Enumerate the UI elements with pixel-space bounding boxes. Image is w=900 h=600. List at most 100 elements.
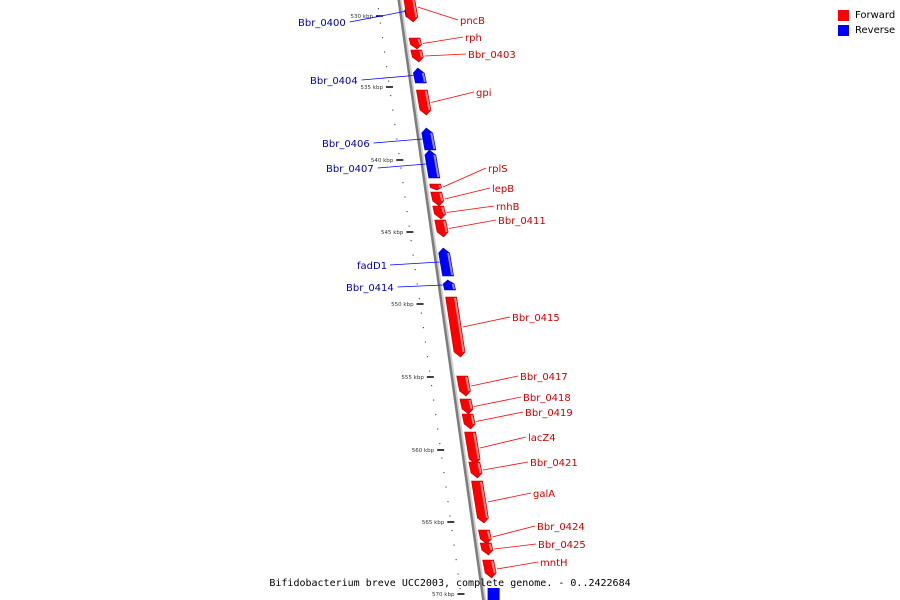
gene-block	[424, 149, 441, 179]
minor-tick	[441, 457, 443, 459]
minor-tick	[437, 428, 439, 430]
gene-block	[438, 247, 454, 277]
gene-Bbr_0411[interactable]: Bbr_0411	[434, 216, 546, 238]
minor-tick	[414, 269, 416, 271]
legend-reverse: Reverse	[838, 23, 895, 38]
gene-lepB[interactable]: lepB	[430, 184, 515, 207]
minor-tick	[412, 254, 414, 256]
gene-label: pncB	[460, 16, 485, 27]
minor-tick	[400, 167, 402, 169]
gene-label: gpi	[476, 88, 491, 99]
gene-block	[464, 431, 481, 465]
minor-tick	[447, 501, 449, 503]
gene-highlight	[486, 530, 491, 540]
partial-gene-bottom	[487, 588, 500, 600]
gene-label: Bbr_0414	[346, 283, 394, 294]
gene-mntH[interactable]: mntH	[482, 558, 568, 579]
gene-leader-line	[473, 396, 522, 407]
minor-tick	[408, 225, 410, 227]
minor-tick	[426, 356, 429, 358]
gene-label: Bbr_0419	[525, 408, 573, 419]
kbp-label: 545 kbp	[381, 230, 404, 236]
gene-Bbr_0419[interactable]: Bbr_0419	[461, 408, 573, 430]
gene-Bbr_0407[interactable]: Bbr_0407	[326, 149, 441, 179]
minor-tick	[439, 443, 441, 445]
legend-forward: Forward	[838, 8, 895, 23]
gene-Bbr_0418[interactable]: Bbr_0418	[459, 393, 571, 415]
gene-highlight	[439, 192, 444, 202]
gene-gpi[interactable]: gpi	[416, 88, 491, 116]
gene-leader-line	[482, 461, 529, 471]
minor-tick	[455, 559, 457, 561]
gene-leader-line	[471, 375, 519, 387]
gene-label: rnhB	[496, 202, 520, 213]
gene-leader-line	[444, 187, 491, 200]
gene-label: Bbr_0404	[310, 76, 358, 87]
gene-label: lepB	[492, 184, 514, 195]
gene-highlight	[465, 376, 471, 392]
gene-Bbr_0421[interactable]: Bbr_0421	[468, 458, 578, 479]
gene-label: Bbr_0403	[468, 50, 516, 61]
gene-highlight	[451, 283, 456, 290]
gene-label: lacZ4	[528, 433, 556, 444]
gene-Bbr_0417[interactable]: Bbr_0417	[456, 372, 568, 397]
legend-reverse-label: Reverse	[855, 25, 896, 36]
forward-swatch	[838, 10, 849, 21]
minor-tick	[445, 486, 447, 488]
gene-label: Bbr_0421	[530, 458, 578, 469]
kbp-label: 530 kbp	[351, 14, 374, 20]
gene-label: Bbr_0418	[523, 393, 571, 404]
backbone-line	[397, 0, 485, 600]
gene-leader-line	[422, 36, 464, 44]
gene-Bbr_0403[interactable]: Bbr_0403	[410, 49, 516, 63]
minor-tick	[388, 80, 390, 82]
gene-rph[interactable]: rph	[408, 33, 482, 50]
kbp-label: 565 kbp	[422, 520, 445, 526]
minor-tick	[392, 109, 394, 111]
reverse-swatch	[838, 25, 849, 36]
kbp-label: 570 kbp	[432, 592, 455, 598]
gene-leader-line	[442, 167, 487, 188]
gene-Bbr_0425[interactable]: Bbr_0425	[479, 540, 586, 556]
minor-tick	[404, 196, 406, 198]
gene-Bbr_0404[interactable]: Bbr_0404	[310, 67, 427, 87]
gene-leader-line	[431, 91, 475, 103]
minor-tick	[402, 182, 404, 184]
legend-forward-label: Forward	[855, 10, 896, 21]
gene-fadD1[interactable]: fadD1	[357, 247, 454, 277]
gene-leader-line	[349, 11, 405, 23]
gene-highlight	[491, 560, 496, 574]
minor-tick	[453, 544, 455, 546]
gene-lacZ4[interactable]: lacZ4	[464, 431, 556, 465]
gene-leader-line	[479, 436, 527, 449]
gene-Bbr_0424[interactable]: Bbr_0424	[478, 522, 585, 545]
gene-highlight	[447, 252, 454, 276]
gene-highlight	[421, 72, 426, 83]
gene-rplS[interactable]: rplS	[429, 164, 508, 191]
minor-tick	[410, 240, 412, 242]
minor-tick	[457, 573, 459, 575]
minor-tick	[396, 138, 398, 140]
kbp-label: 535 kbp	[361, 85, 384, 91]
gene-galA[interactable]: galA	[471, 480, 556, 524]
gene-Bbr_0414[interactable]: Bbr_0414	[346, 279, 456, 294]
minor-tick	[428, 370, 431, 372]
gene-label: rph	[465, 33, 482, 44]
gene-pncB[interactable]: pncB	[403, 0, 486, 27]
gene-highlight	[468, 399, 473, 410]
gene-highlight	[430, 132, 436, 150]
minor-tick	[443, 472, 445, 474]
gene-Bbr_0406[interactable]: Bbr_0406	[322, 127, 437, 151]
gene-leader-line	[494, 543, 537, 550]
gene-highlight	[480, 481, 488, 519]
gene-highlight	[424, 90, 431, 111]
gene-label: Bbr_0415	[512, 313, 560, 324]
gene-highlight	[454, 297, 465, 353]
gene-Bbr_0415[interactable]: Bbr_0415	[445, 296, 560, 358]
gene-rnhB[interactable]: rnhB	[432, 202, 520, 220]
minor-tick	[394, 124, 396, 126]
gene-leader-line	[446, 205, 495, 213]
minor-tick	[406, 211, 408, 213]
gene-label: Bbr_0406	[322, 139, 370, 150]
